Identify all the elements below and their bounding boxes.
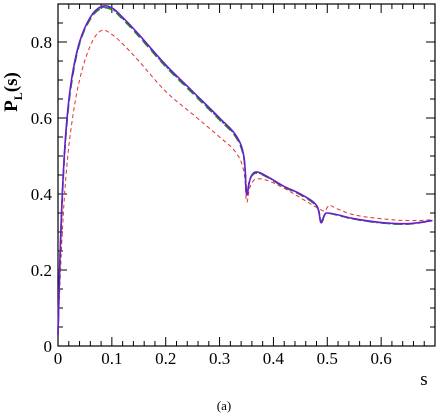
y-tick-label: 0 bbox=[44, 337, 53, 356]
x-tick-label: 0 bbox=[54, 349, 63, 368]
x-tick-label: 0.2 bbox=[155, 349, 176, 368]
x-tick-label: 0.1 bbox=[101, 349, 122, 368]
y-tick-label: 0.8 bbox=[31, 33, 52, 52]
series-layer bbox=[57, 4, 433, 335]
x-tick-label: 0.4 bbox=[263, 349, 285, 368]
plot-frame bbox=[57, 3, 436, 347]
axis-ticks: 0 0.1 0.2 0.3 0.4 0.5 0.6 0 0.2 0.4 0.6 0.8 bbox=[31, 3, 436, 368]
y-tick-label: 0.4 bbox=[31, 185, 53, 204]
x-tick-label: 0.5 bbox=[317, 349, 338, 368]
x-tick-label: 0.6 bbox=[371, 349, 392, 368]
figure-caption: (a) bbox=[217, 398, 231, 413]
x-axis-label: s bbox=[420, 369, 427, 390]
y-tick-label: 0.6 bbox=[31, 109, 52, 128]
series-line bbox=[57, 4, 433, 335]
y-tick-label: 0.2 bbox=[31, 261, 52, 280]
y-axis-label: PL(s) bbox=[1, 72, 25, 112]
x-tick-label: 0.3 bbox=[209, 349, 230, 368]
